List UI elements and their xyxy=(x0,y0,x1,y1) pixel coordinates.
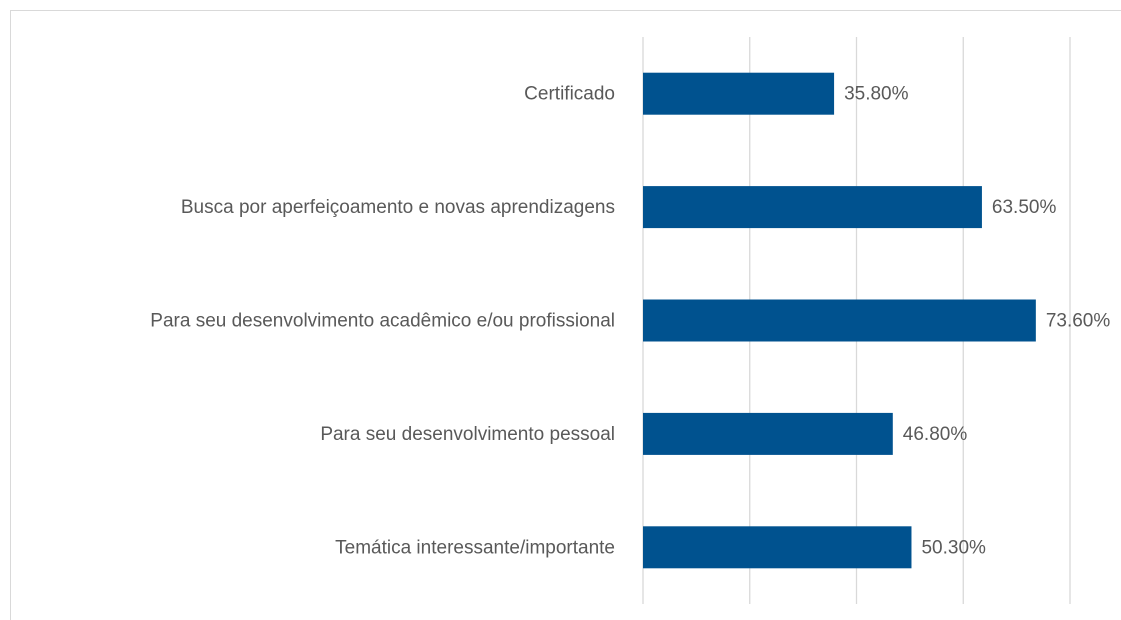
y-tick-label: Temática interessante/importante xyxy=(335,537,615,558)
bar xyxy=(643,412,893,455)
bar xyxy=(643,72,835,115)
data-label: 50.30% xyxy=(921,537,986,558)
y-tick-label: Busca por aperfeiçoamento e novas aprend… xyxy=(181,197,615,218)
bar xyxy=(643,526,912,569)
y-tick-label: Para seu desenvolvimento acadêmico e/ou … xyxy=(150,311,615,332)
y-tick-label: Certificado xyxy=(524,84,615,105)
chart-border xyxy=(10,10,1121,620)
data-label: 73.60% xyxy=(1046,311,1111,332)
data-label: 35.80% xyxy=(844,84,909,105)
data-label: 46.80% xyxy=(903,424,968,445)
y-tick-label: Para seu desenvolvimento pessoal xyxy=(320,424,615,445)
bar xyxy=(643,186,982,229)
bar xyxy=(643,299,1036,342)
data-label: 63.50% xyxy=(992,197,1057,218)
